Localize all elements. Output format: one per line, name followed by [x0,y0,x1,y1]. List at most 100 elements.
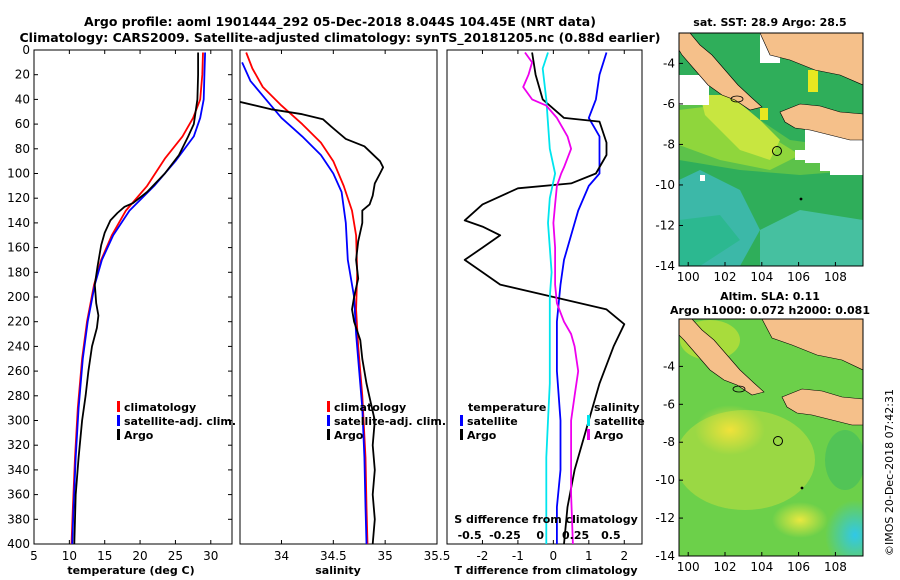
salinity-plot-frame [239,49,438,545]
difference-plot: -2 -1 0 1 2 -0.5 -0.25 0 0.25 0.5 [458,50,628,563]
x-tick-label: 20 [132,549,147,563]
y-tick-label: 60 [15,117,30,131]
x-tick-label: 35.5 [424,549,451,563]
legend-swatch-climatology [327,401,330,412]
map-x-tick-label: 102 [714,560,737,574]
temperature-xlabel: temperature (deg C) [67,564,194,577]
sla-map-frame [678,318,864,557]
sst-nodata [795,150,807,160]
map-y-tick-label: -4 [663,359,675,373]
legend-swatch-s-argo [587,429,590,440]
legend-label-satellite: satellite-adj. clim. [334,415,446,428]
salinity-plot: 34 34.5 35 35.5 [240,50,450,563]
x-tick-label: 34.5 [320,549,347,563]
series-group [463,51,626,544]
borneo-land [761,319,863,371]
y-tick-label: 40 [15,92,30,106]
difference-plot-frame [446,49,643,545]
difference-top-xlabel: S difference from climatology [454,513,638,526]
map-y-tick-label: -10 [655,178,675,192]
legend-label-t-argo: Argo [467,429,497,442]
difference-legend: temperature satellite Argo salinity sate… [460,401,645,442]
sst-argo-marker [772,146,782,156]
y-tick-label: 340 [7,463,30,477]
imos-watermark: ©IMOS 20-Dec-2018 07:42:31 [883,389,896,556]
y-tick-label: 80 [15,142,30,156]
sumatra-land [679,319,765,396]
sla-map-axes: 100 102 104 106 108 -4 -6 -8 -10 -12 -14 [655,359,846,574]
y-tick-label: 140 [7,216,30,230]
map-y-tick-label: -10 [655,473,675,487]
map-y-tick-label: -12 [655,218,675,232]
y-tick-label: 400 [7,537,30,551]
temperature-plot: 0 20 40 60 80 100 120 140 160 180 200 220 240 260 280 3… [7,43,232,563]
y-tick-label: 240 [7,339,30,353]
series-line-argo [73,52,200,544]
legend-swatch-t-satellite [460,415,463,426]
x-tick-label: 15 [97,549,112,563]
legend-swatch-climatology [117,401,120,412]
y-tick-label: 360 [7,488,30,502]
legend-swatch-satellite [117,415,120,426]
sst-map [679,33,863,266]
legend-swatch-argo [327,429,330,440]
series-line-climatology [245,52,369,544]
x-tick-label: 0 [550,549,558,563]
x-tick-label: 2 [620,549,628,563]
x-tick-label: 10 [62,549,77,563]
salinity-xlabel: salinity [315,564,361,577]
legend-label-s-satellite: satellite [594,415,645,428]
sla-map-subtitle: Argo h1000: 0.072 h2000: 0.081 [670,304,870,317]
sla-map [679,319,863,556]
sla-cyan-region [825,500,863,556]
sst-map-frame [678,32,864,267]
island-outline [730,95,744,103]
map-x-tick-label: 100 [677,270,700,284]
top-x-tick-label: -0.5 [458,529,482,542]
sst-map-axes: 100 102 104 106 108 -4 -6 -8 -10 -12 -14 [655,56,846,284]
header-line-2: Climatology: CARS2009. Satellite-adjuste… [19,30,660,46]
difference-xlabel: T difference from climatology [454,564,637,577]
x-tick-label: -2 [476,549,488,563]
map-x-tick-label: 104 [750,560,773,574]
y-tick-label: 100 [7,167,30,181]
y-tick-label: 380 [7,512,30,526]
series-line-satellite-adj-clim- [241,62,368,544]
series-line-t-satellite [556,52,608,544]
salinity-legend: climatology satellite-adj. clim. Argo [327,401,446,442]
map-y-tick-label: -14 [655,259,675,273]
sumatra-land [679,33,763,111]
map-y-tick-label: -14 [655,549,675,563]
y-tick-label: 220 [7,315,30,329]
legend-swatch-satellite [327,415,330,426]
map-x-tick-label: 100 [677,560,700,574]
y-tick-label: 320 [7,438,30,452]
header-line-1: Argo profile: aoml 1901444_292 05-Dec-20… [84,14,596,30]
map-x-tick-label: 102 [714,270,737,284]
series-line-s-argo [522,51,580,544]
map-y-tick-label: -6 [663,397,675,411]
series-line-argo [240,101,385,544]
top-x-tick-label: 0.25 [562,529,589,542]
legend-label-t-satellite: satellite [467,415,518,428]
legend-swatch-s-satellite [587,415,590,426]
series-line-s-satellite [541,52,556,544]
map-y-tick-label: -8 [663,137,675,151]
y-tick-label: 0 [22,43,30,57]
map-x-tick-label: 106 [787,270,810,284]
x-tick-label: 5 [30,549,38,563]
sst-small-island [799,197,803,201]
island-outline [732,385,746,393]
top-x-tick-label: 0 [536,529,544,542]
sla-map-title: Altim. SLA: 0.11 [720,290,820,303]
legend-swatch-argo [117,429,120,440]
legend-title-temperature: temperature [468,401,546,414]
y-tick-label: 300 [7,414,30,428]
sst-nodata [700,175,705,181]
legend-swatch-t-argo [460,429,463,440]
top-x-tick-label: 0.5 [601,529,621,542]
map-y-tick-label: -12 [655,511,675,525]
series-line-satellite-adj-clim- [71,52,206,544]
sst-band-cyan-s [760,210,863,266]
